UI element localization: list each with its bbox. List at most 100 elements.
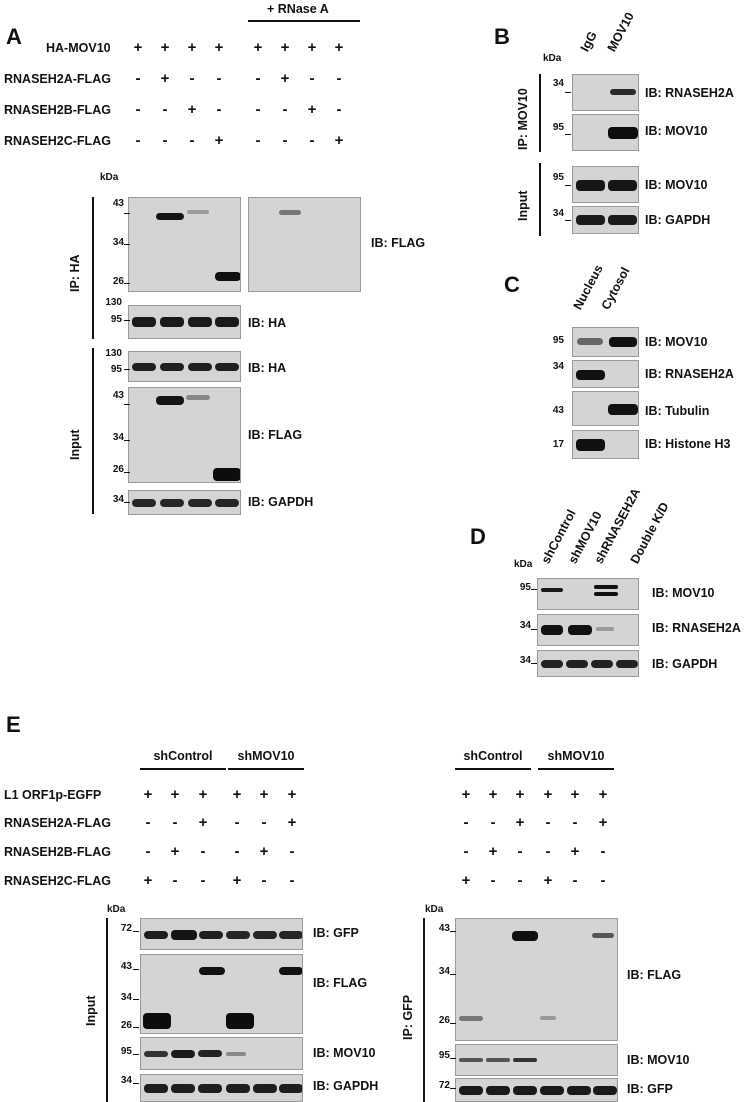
a-sign-cell: -: [255, 70, 261, 87]
a-mw-130-ip: 130: [105, 297, 122, 308]
b-blot-input-mov10: [572, 166, 639, 203]
e-left-mw-26: 26: [120, 1020, 132, 1031]
e-right-sign-cell: -: [517, 843, 523, 860]
a-sign-cell: +: [214, 39, 224, 56]
a-sign-cell: -: [309, 132, 315, 149]
e-left-sign-cell: -: [172, 872, 178, 889]
e-row-label-rnaseh2b: RNASEH2B-FLAG: [4, 845, 111, 859]
b-col-igg: IgG: [577, 29, 600, 54]
e-right-sign-cell: -: [517, 872, 523, 889]
b-ib-rnaseh2a: IB: RNASEH2A: [645, 86, 734, 100]
e-right-mw-95: 95: [438, 1050, 450, 1061]
e-right-mw-43: 43: [438, 923, 450, 934]
e-right-mw-72: 72: [438, 1080, 450, 1091]
e-left-blot-gapdh: [140, 1074, 303, 1102]
e-left-sign-cell: -: [261, 814, 267, 831]
e-right-sign-cell: +: [598, 814, 608, 831]
e-left-sign-cell: -: [200, 843, 206, 860]
e-side-ip-gfp: IP: GFP: [401, 994, 415, 1040]
a-mw-95-ip: 95: [110, 314, 122, 325]
e-right-sign-cell: -: [572, 872, 578, 889]
e-left-mw-34b: 34: [120, 1075, 132, 1086]
c-ib-rnaseh2a: IB: RNASEH2A: [645, 367, 734, 381]
a-row-label-rnaseh2b: RNASEH2B-FLAG: [4, 103, 111, 117]
panel-label-d: D: [470, 524, 486, 549]
d-kda-label: kDa: [514, 559, 533, 570]
b-blot-ip-rnaseh2a: [572, 74, 639, 111]
e-left-sign-cell: -: [172, 814, 178, 831]
a-sign-cell: -: [189, 132, 195, 149]
e-right-blot-gfp: [455, 1078, 618, 1102]
e-left-sign-cell: -: [289, 872, 295, 889]
e-right-sign-cell: +: [598, 786, 608, 803]
a-blot-input-ha: [128, 351, 241, 382]
e-right-mw-34: 34: [438, 966, 450, 977]
e-left-sign-cell: +: [170, 843, 180, 860]
a-mw-43-in: 43: [112, 390, 124, 401]
e-right-sign-cell: -: [600, 843, 606, 860]
e-left-sign-cell: +: [287, 814, 297, 831]
a-sign-cell: +: [280, 70, 290, 87]
a-blot-gapdh: [128, 490, 241, 515]
e-left-mw-43: 43: [120, 961, 132, 972]
d-ib-rnaseh2a: IB: RNASEH2A: [652, 621, 741, 635]
c-ib-mov10: IB: MOV10: [645, 335, 708, 349]
e-left-group-shmov10: shMOV10: [237, 749, 295, 763]
c-blot-mov10: [572, 327, 639, 357]
a-sign-cell: -: [135, 70, 141, 87]
e-left-sign-cell: +: [143, 872, 153, 889]
a-blot-input-flag: [128, 387, 241, 483]
c-blot-histone: [572, 430, 639, 459]
e-right-group-shcontrol: shControl: [463, 749, 523, 763]
e-left-blot-mov10: [140, 1037, 303, 1070]
e-left-sign-cell: -: [261, 872, 267, 889]
a-mw-43: 43: [112, 198, 124, 209]
e-left-ib-gfp: IB: GFP: [313, 926, 359, 940]
a-sign-cell: -: [255, 132, 261, 149]
e-side-input: Input: [84, 995, 98, 1026]
panel-label-e: E: [6, 712, 21, 737]
a-sign-cell: +: [307, 39, 317, 56]
e-left-sign-cell: -: [234, 843, 240, 860]
e-right-mw-26: 26: [438, 1015, 450, 1026]
e-right-sign-cell: -: [600, 872, 606, 889]
a-sign-cell: +: [133, 39, 143, 56]
e-left-sign-cell: +: [232, 872, 242, 889]
a-sign-cell: -: [162, 132, 168, 149]
b-ib-gapdh: IB: GAPDH: [645, 213, 711, 227]
a-blot-ip-flag-rnase: [248, 197, 361, 292]
c-blot-rnaseh2a: [572, 360, 639, 388]
a-sign-cell: +: [214, 132, 224, 149]
a-sign-cell: -: [135, 132, 141, 149]
b-mw-95-ip: 95: [552, 122, 564, 133]
e-left-mw-72: 72: [120, 923, 132, 934]
a-sign-cell: +: [160, 70, 170, 87]
a-mw-130-in: 130: [105, 348, 122, 359]
b-ib-mov10-ip: IB: MOV10: [645, 124, 708, 138]
e-left-sign-cell: -: [289, 843, 295, 860]
e-left-ib-gapdh: IB: GAPDH: [313, 1079, 379, 1093]
a-input-bracket: [92, 348, 94, 514]
d-mw-95: 95: [519, 582, 531, 593]
e-right-sign-cell: +: [461, 872, 471, 889]
c-ib-histone: IB: Histone H3: [645, 437, 731, 451]
a-mw-26: 26: [112, 276, 124, 287]
e-right-ib-flag: IB: FLAG: [627, 968, 682, 982]
a-sign-cell: -: [216, 101, 222, 118]
e-left-sign-cell: +: [198, 814, 208, 831]
e-right-sign-cell: -: [490, 814, 496, 831]
c-mw-43: 43: [552, 405, 564, 416]
a-sign-cell: -: [282, 132, 288, 149]
e-left-blot-flag: [140, 954, 303, 1034]
e-right-kda: kDa: [425, 904, 444, 915]
a-side-input: Input: [68, 429, 82, 460]
e-left-sign-cell: +: [232, 786, 242, 803]
a-sign-cell: -: [309, 70, 315, 87]
e-input-bracket: [106, 918, 108, 1102]
a-sign-cell: -: [216, 70, 222, 87]
b-blot-input-gapdh: [572, 206, 639, 234]
b-mw-34-ip: 34: [552, 78, 564, 89]
e-left-sign-cell: -: [145, 843, 151, 860]
a-mw-34-gapdh: 34: [112, 494, 124, 505]
e-right-sign-cell: +: [543, 872, 553, 889]
